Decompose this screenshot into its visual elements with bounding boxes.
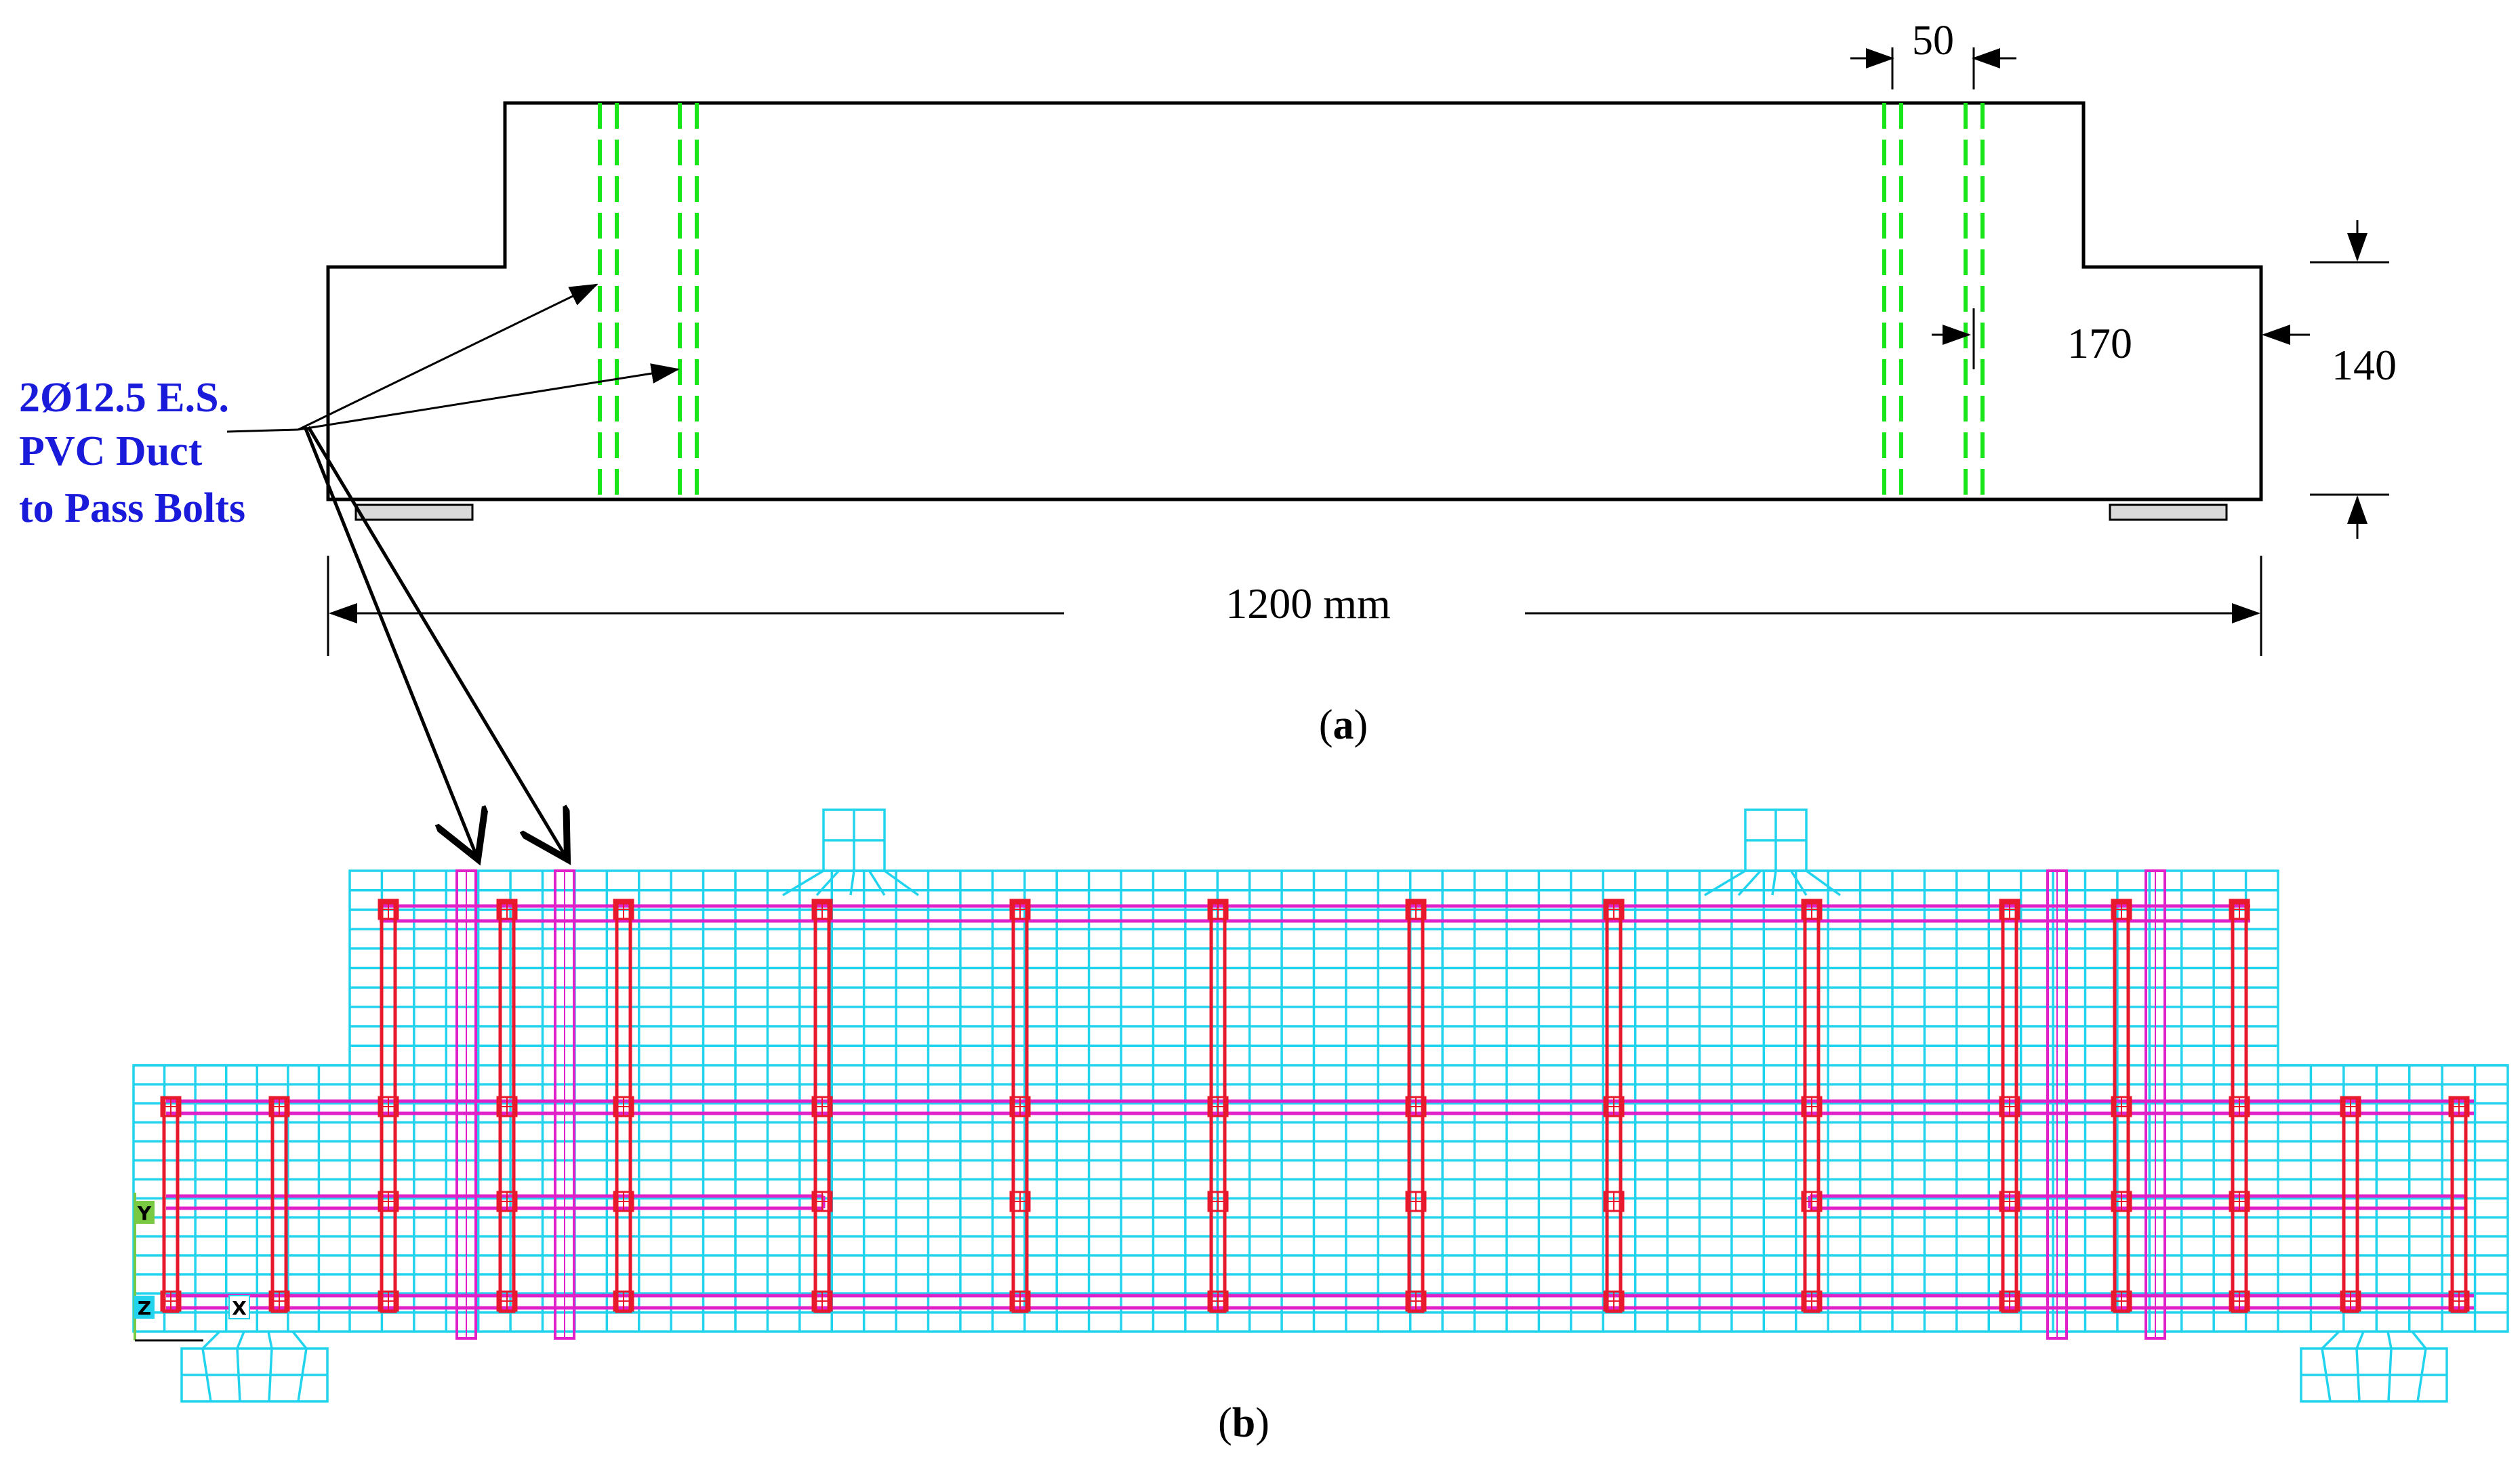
support-plate-right xyxy=(2109,503,2228,521)
note-line-1: 2Ø12.5 E.S. xyxy=(19,375,229,421)
caption-b: (b) xyxy=(1218,1400,1269,1446)
dim-spacing-label: 50 xyxy=(1912,18,1954,64)
note-line-2: PVC Duct xyxy=(19,428,203,474)
axis-label-y: Y xyxy=(137,1202,152,1225)
rebar-cage xyxy=(160,899,2474,1313)
panel-b-fe-mesh: Y Z X (b) xyxy=(132,808,2509,1446)
dim-spacing xyxy=(1850,47,2016,89)
dim-depth-end-label: 140 xyxy=(2332,341,2397,389)
caption-a: (a) xyxy=(1319,702,1368,748)
dim-length-label: 1200 mm xyxy=(1225,579,1391,627)
axis-label-z: Z xyxy=(138,1297,151,1319)
axis-label-x: X xyxy=(232,1297,247,1319)
dim-depth-end xyxy=(2262,220,2389,539)
concrete-mesh xyxy=(132,808,2509,1403)
svg-text:2Ø12.5 E.S. PVC Duct: 2Ø12.5 E.S. PVC Duct to Pass Bolts xyxy=(19,375,245,531)
beam-outline xyxy=(326,101,2263,501)
axis-triad: Y Z X xyxy=(134,1193,250,1342)
duct-note: 2Ø12.5 E.S. PVC Duct to Pass Bolts xyxy=(19,283,680,859)
pvc-ducts xyxy=(598,103,1985,499)
dim-depth-middle xyxy=(1932,308,1975,369)
bolt-elements xyxy=(455,869,2166,1340)
dim-depth-middle-label: 170 xyxy=(2067,319,2132,367)
dim-length xyxy=(327,556,2262,656)
support-plate-left xyxy=(354,503,474,521)
panel-a-elevation: 50 170 140 1200 mm 2Ø12.5 E.S. xyxy=(19,18,2397,859)
note-line-3: to Pass Bolts xyxy=(19,485,245,531)
